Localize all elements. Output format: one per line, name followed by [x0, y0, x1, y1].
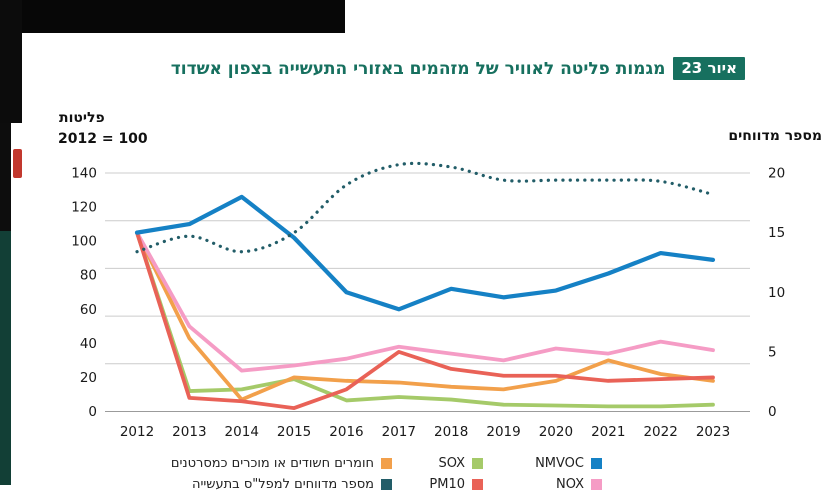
legend-label-carcinogens: חומרים חשודים או מוכרים כמסרטנים [170, 455, 374, 471]
left-axis-subtitle: 2012 = 100 [58, 131, 148, 147]
series-pm10-line [135, 230, 715, 410]
carcinogens-swatch-icon [381, 457, 392, 469]
left-axis-tick: 80 [80, 268, 97, 284]
left-axis-tick: 20 [80, 370, 97, 386]
window-chrome-left-strip-green [0, 231, 11, 485]
series-carcinogens-line [135, 230, 715, 402]
left-axis-title: פליטות [59, 110, 105, 126]
window-chrome-left-strip [0, 0, 22, 123]
sox-swatch-icon [472, 457, 483, 469]
legend-item-nmvoc: NMVOC [535, 455, 602, 471]
legend-item-pm10: PM10 [429, 476, 483, 492]
right-axis-title: מספר מדווחים [728, 128, 822, 144]
figure-title-text: מגמות פליטה לאוויר של מזהמים באזורי התעש… [170, 58, 666, 79]
window-chrome-red-accent [13, 149, 22, 178]
legend-item-reporters: מספר מדווחים למפל"ס בתעשייה [191, 476, 392, 492]
left-axis-tick: 0 [88, 404, 97, 420]
right-axis-tick: 5 [768, 344, 777, 360]
nmvoc-swatch-icon [591, 457, 602, 469]
pm10-swatch-icon [472, 478, 483, 490]
series-nmvoc-line [134, 194, 716, 312]
x-axis-year-label: 2023 [696, 424, 730, 440]
legend-label-nmvoc: NMVOC [535, 455, 584, 471]
x-axis-year-label: 2021 [591, 424, 625, 440]
figure-number-badge: איור 23 [673, 57, 745, 80]
left-axis-tick: 120 [71, 200, 97, 216]
nox-swatch-icon [591, 478, 602, 490]
x-axis-year-label: 2020 [539, 424, 573, 440]
x-axis-year-label: 2022 [643, 424, 677, 440]
legend-item-nox: NOX [555, 476, 602, 492]
window-chrome-top-bar [0, 0, 345, 33]
x-axis-year-label: 2014 [225, 424, 259, 440]
legend-label-pm10: PM10 [429, 476, 465, 492]
legend-label-nox: NOX [555, 476, 584, 492]
left-axis-tick: 60 [80, 302, 97, 318]
series-nox-line [135, 230, 715, 373]
right-axis-tick: 10 [768, 285, 785, 301]
x-axis-year-label: 2017 [382, 424, 416, 440]
legend-item-carcinogens: חומרים חשודים או מוכרים כמסרטנים [170, 455, 392, 471]
right-axis-tick: 20 [768, 166, 785, 182]
legend-label-reporters: מספר מדווחים למפל"ס בתעשייה [191, 476, 374, 492]
left-axis-tick: 100 [71, 234, 97, 250]
legend-item-sox: SOX [438, 455, 483, 471]
x-axis-year-label: 2019 [486, 424, 520, 440]
right-axis-tick: 15 [768, 225, 785, 241]
window-chrome-left-strip-lower [0, 123, 11, 231]
x-axis-year-label: 2012 [120, 424, 154, 440]
x-axis-year-label: 2016 [329, 424, 363, 440]
x-axis-year-label: 2018 [434, 424, 468, 440]
right-axis-tick: 0 [768, 404, 777, 420]
left-axis-tick: 40 [80, 336, 97, 352]
legend-label-sox: SOX [438, 455, 465, 471]
figure-title: איור 23 מגמות פליטה לאוויר של מזהמים באז… [171, 57, 745, 80]
left-axis-tick: 140 [71, 166, 97, 182]
x-axis-year-label: 2015 [277, 424, 311, 440]
x-axis-year-label: 2013 [172, 424, 206, 440]
reporters-swatch-icon [381, 478, 392, 490]
